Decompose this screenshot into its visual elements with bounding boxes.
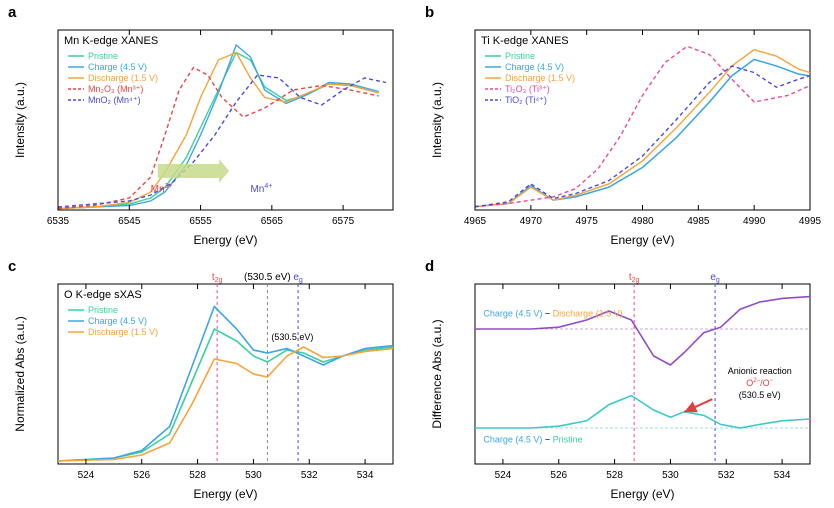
svg-text:6565: 6565 <box>261 216 284 227</box>
svg-text:4985: 4985 <box>687 216 710 227</box>
svg-text:Ti K-edge XANES: Ti K-edge XANES <box>481 35 569 47</box>
svg-text:t2g: t2g <box>212 272 223 284</box>
svg-text:Discharge (1.5 V): Discharge (1.5 V) <box>88 73 158 83</box>
svg-text:6545: 6545 <box>118 216 141 227</box>
panel-a: a 65356545655565656575Energy (eV)Intensi… <box>0 0 417 254</box>
svg-text:Intensity (a.u.): Intensity (a.u.) <box>13 82 27 158</box>
svg-text:4965: 4965 <box>464 216 487 227</box>
svg-text:6535: 6535 <box>47 216 70 227</box>
svg-text:MnO₂ (Mn⁴⁺): MnO₂ (Mn⁴⁺) <box>88 95 141 105</box>
svg-text:(530.5 eV): (530.5 eV) <box>271 332 313 342</box>
svg-text:524: 524 <box>495 470 512 481</box>
svg-text:Energy (eV): Energy (eV) <box>610 487 674 501</box>
svg-text:Pristine: Pristine <box>505 51 535 61</box>
svg-text:526: 526 <box>550 470 567 481</box>
svg-text:534: 534 <box>774 470 791 481</box>
svg-text:4975: 4975 <box>576 216 599 227</box>
svg-text:Intensity (a.u.): Intensity (a.u.) <box>430 82 444 158</box>
svg-text:Charge (4.5 V): Charge (4.5 V) <box>88 316 147 326</box>
svg-text:526: 526 <box>133 470 150 481</box>
plot-b: 4965 4970 4975 4980 4985 4990 4995 Energy (eV) I… <box>427 10 822 250</box>
svg-text:532: 532 <box>718 470 735 481</box>
panel-c: c 524526528530532534Energy (eV)Normalize… <box>0 254 417 508</box>
svg-text:524: 524 <box>78 470 95 481</box>
svg-text:Charge (4.5 V): Charge (4.5 V) <box>88 62 147 72</box>
panel-d: d 524526528530532534Energy (eV)Differenc… <box>417 254 834 508</box>
svg-text:528: 528 <box>606 470 623 481</box>
svg-text:Difference Abs (a.u.): Difference Abs (a.u.) <box>430 319 444 428</box>
svg-text:532: 532 <box>301 470 318 481</box>
plot-a: 6535 6545 6555 6565 6575 Energy (eV) Intensity… <box>10 10 405 250</box>
svg-text:528: 528 <box>189 470 206 481</box>
svg-text:4980: 4980 <box>631 216 654 227</box>
svg-text:Discharge (1.5 V): Discharge (1.5 V) <box>505 73 575 83</box>
svg-text:Mn₂O₃ (Mn³⁺): Mn₂O₃ (Mn³⁺) <box>88 84 143 94</box>
panel-b: b 4965497049754980498549904995Energy (eV… <box>417 0 834 254</box>
svg-text:4995: 4995 <box>799 216 822 227</box>
svg-text:Energy (eV): Energy (eV) <box>193 233 257 247</box>
svg-text:(530.5 eV): (530.5 eV) <box>739 390 781 400</box>
svg-text:Charge (4.5 V) − Pristine: Charge (4.5 V) − Pristine <box>483 434 582 444</box>
svg-text:Discharge (1.5 V): Discharge (1.5 V) <box>88 327 158 337</box>
svg-text:Energy (eV): Energy (eV) <box>610 233 674 247</box>
svg-text:Pristine: Pristine <box>88 51 118 61</box>
svg-text:Charge (4.5 V) − Discharge (1.: Charge (4.5 V) − Discharge (1.5 V) <box>483 308 622 318</box>
svg-text:Ti₂O₃ (Ti³⁺): Ti₂O₃ (Ti³⁺) <box>505 84 550 94</box>
svg-text:eg: eg <box>710 272 720 284</box>
svg-text:Pristine: Pristine <box>88 305 118 315</box>
plot-c: 524 526 528 530 532 534 Energy (eV) Normalized … <box>10 264 405 504</box>
figure-grid: a 65356545655565656575Energy (eV)Intensi… <box>0 0 834 508</box>
svg-text:t2g: t2g <box>629 272 640 284</box>
svg-text:O2−/O−: O2−/O− <box>746 378 773 388</box>
svg-text:530: 530 <box>662 470 679 481</box>
svg-text:4990: 4990 <box>743 216 766 227</box>
svg-text:eg: eg <box>293 272 303 284</box>
svg-text:(530.5 eV): (530.5 eV) <box>244 272 291 283</box>
svg-text:6555: 6555 <box>189 216 212 227</box>
svg-text:Charge (4.5 V): Charge (4.5 V) <box>505 62 564 72</box>
svg-text:Energy (eV): Energy (eV) <box>193 487 257 501</box>
svg-text:Mn K-edge XANES: Mn K-edge XANES <box>64 35 158 47</box>
svg-text:530: 530 <box>245 470 262 481</box>
svg-text:O K-edge sXAS: O K-edge sXAS <box>64 289 142 301</box>
plot-d: 524 526 528 530 532 534 Energy (eV) Difference … <box>427 264 822 504</box>
svg-text:Normalized Abs (a.u.): Normalized Abs (a.u.) <box>13 316 27 431</box>
svg-text:534: 534 <box>357 470 374 481</box>
svg-text:TiO₂ (Ti⁴⁺): TiO₂ (Ti⁴⁺) <box>505 95 547 105</box>
svg-text:6575: 6575 <box>332 216 355 227</box>
svg-text:4970: 4970 <box>520 216 543 227</box>
svg-text:Anionic reaction: Anionic reaction <box>728 366 792 376</box>
